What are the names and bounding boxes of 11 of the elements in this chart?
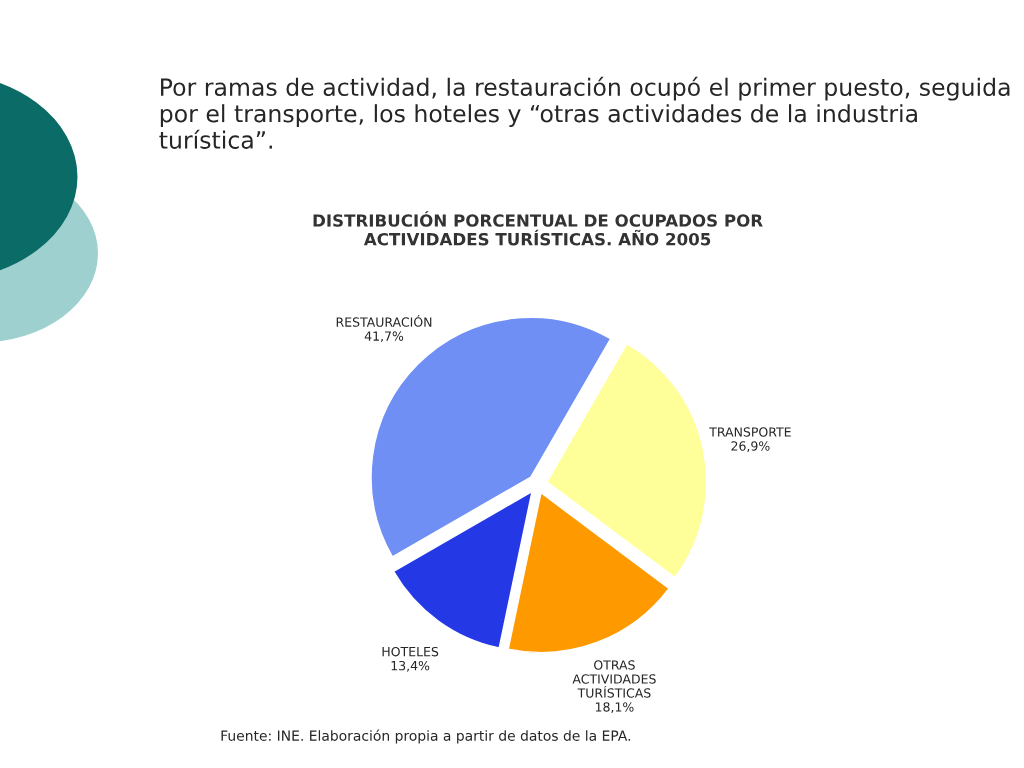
slice-label: OTRAS ACTIVIDADES TURÍSTICAS <box>572 660 656 698</box>
source-note: Fuente: INE. Elaboración propia a partir de datos de la EPA. <box>221 729 630 744</box>
slice-label: HOTELES <box>382 646 439 657</box>
text: Por ramas de actividad, la restauración ocupó el primer puesto, seguida por el transporte, los hoteles y “otras actividades de la industria turística”. <box>159 76 1010 149</box>
slice-label: TRANSPORTE <box>709 427 791 437</box>
data-label: 41,7% <box>364 331 404 343</box>
slice-label: RESTAURACIÓN <box>336 315 432 327</box>
data-label: 13,4% <box>391 660 430 672</box>
chart-title: DISTRIBUCIÓN PORCENTUAL DE OCUPADOS POR ACTIVIDADES TURÍSTICAS. AÑO 2005 <box>313 211 763 246</box>
data-label: 26,9% <box>731 441 770 452</box>
data-label: 18,1% <box>595 702 634 713</box>
